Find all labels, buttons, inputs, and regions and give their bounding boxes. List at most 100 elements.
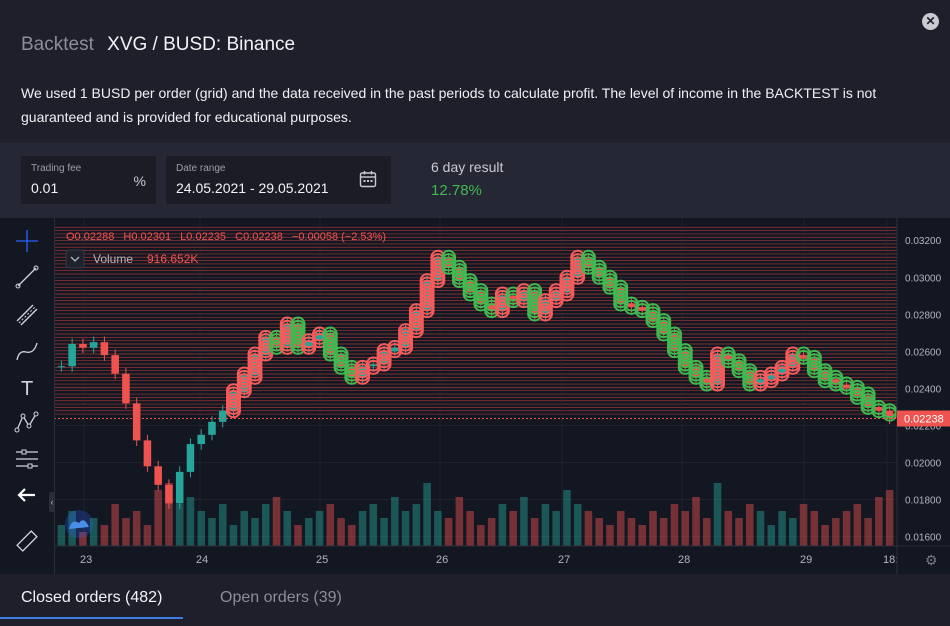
- candle-body: [197, 434, 205, 445]
- volume-bar: [401, 511, 410, 546]
- candle-body: [702, 377, 711, 385]
- volume-bar: [218, 504, 227, 546]
- volume-bar: [735, 518, 743, 546]
- volume-bar: [573, 504, 582, 546]
- price-chart[interactable]: 0.03200 0.03000 0.02800 0.02600 0.02400 0.022…: [0, 218, 950, 574]
- volume-bar: [111, 504, 119, 546]
- volume-bar: [541, 504, 550, 546]
- x-tick-label: 26: [436, 554, 448, 566]
- title-prefix: Backtest: [21, 34, 94, 55]
- candle-body: [487, 303, 496, 311]
- buy-order-marker: [666, 326, 682, 342]
- volume-bar: [842, 511, 851, 546]
- volume-bar: [143, 525, 152, 546]
- candle-body: [186, 444, 195, 472]
- crosshair-icon[interactable]: [14, 228, 40, 254]
- trend-line-icon[interactable]: [14, 264, 40, 290]
- volume-bar: [746, 504, 754, 546]
- candle-body: [369, 364, 378, 367]
- volume-bar: [810, 511, 819, 546]
- trading-fee-value: 0.01: [31, 180, 59, 196]
- candle-body: [391, 347, 399, 352]
- brush-icon[interactable]: [14, 338, 40, 364]
- buy-order-marker: [344, 359, 360, 375]
- back-arrow-icon[interactable]: [14, 482, 40, 508]
- toolbar-collapse-handle[interactable]: ‹: [49, 492, 55, 512]
- volume-bar: [315, 511, 324, 546]
- candle-body: [111, 355, 119, 374]
- buy-order-marker: [591, 259, 607, 275]
- volume-bar: [778, 511, 786, 546]
- prediction-icon[interactable]: [14, 446, 40, 472]
- candle-body: [218, 410, 227, 422]
- page-title: Backtest XVG / BUSD: Binance: [21, 34, 295, 56]
- candle-body: [885, 410, 894, 419]
- candle-body: [315, 332, 324, 341]
- text-icon[interactable]: T: [14, 374, 40, 400]
- buy-order-marker: [484, 296, 500, 312]
- buy-order-marker: [462, 273, 478, 289]
- trading-fee-field[interactable]: Trading fee 0.01 %: [21, 156, 156, 204]
- volume-bar: [423, 483, 431, 546]
- volume-bar: [197, 511, 205, 546]
- sell-order-marker: [516, 283, 532, 299]
- buy-order-marker: [290, 316, 306, 332]
- sell-order-marker: [355, 359, 371, 375]
- volume-bar: [692, 497, 700, 546]
- y-tick-label: 0.02200: [905, 422, 942, 433]
- volume-label: Volume: [93, 252, 133, 266]
- close-icon[interactable]: ✕: [922, 13, 939, 30]
- svg-text:T: T: [21, 378, 33, 400]
- sell-order-marker: [225, 383, 241, 399]
- y-tick-label: 0.01800: [905, 496, 942, 507]
- buy-order-marker: [699, 369, 715, 385]
- volume-bar: [57, 525, 66, 546]
- candle-body: [832, 379, 840, 385]
- pattern-icon[interactable]: [14, 410, 40, 436]
- candle-body: [756, 379, 765, 385]
- volume-bar: [864, 518, 872, 546]
- candle-body: [853, 388, 862, 396]
- volume-bar: [875, 497, 883, 546]
- tab-closed-orders[interactable]: Closed orders (482): [21, 589, 163, 606]
- candle-body: [767, 373, 776, 380]
- ohlc-open: O0.02288: [66, 231, 114, 243]
- buy-order-marker: [602, 269, 618, 285]
- candle-body: [79, 344, 87, 348]
- calendar-icon[interactable]: [359, 170, 377, 188]
- volume-bar: [305, 518, 313, 546]
- candle-body: [165, 484, 173, 504]
- candle-body: [122, 373, 130, 404]
- candle-body: [875, 407, 883, 411]
- date-range-field[interactable]: Date range 24.05.2021 - 29.05.2021: [166, 156, 391, 204]
- buy-order-marker: [656, 313, 672, 329]
- volume-bar: [272, 497, 281, 546]
- candle-body: [638, 306, 646, 311]
- candle-body: [724, 355, 733, 361]
- chart-area[interactable]: 0.03200 0.03000 0.02800 0.02600 0.02400 0.022…: [0, 218, 950, 574]
- volume-bar: [412, 504, 421, 546]
- buy-order-marker: [634, 299, 650, 315]
- fib-channel-icon[interactable]: [14, 302, 40, 328]
- volume-bar: [638, 525, 646, 546]
- y-tick-label: 0.03200: [905, 236, 942, 247]
- settings-icon[interactable]: ⚙: [925, 552, 938, 568]
- sell-order-marker: [398, 323, 414, 339]
- x-tick-label: 27: [558, 554, 570, 566]
- collapse-legend-button[interactable]: [65, 249, 85, 269]
- volume-bar: [627, 518, 636, 546]
- buy-order-marker: [882, 403, 898, 419]
- volume-bar: [832, 518, 840, 546]
- tab-open-orders[interactable]: Open orders (39): [220, 589, 342, 606]
- cloud-icon: [69, 520, 89, 529]
- sell-order-marker: [570, 249, 586, 265]
- pair-title: XVG / BUSD: Binance: [107, 34, 296, 55]
- ruler-icon[interactable]: [14, 528, 40, 554]
- buy-order-marker: [731, 353, 747, 369]
- volume-bar: [853, 504, 862, 546]
- sell-order-marker: [548, 283, 564, 299]
- buy-order-marker: [806, 349, 822, 365]
- volume-bar: [477, 525, 485, 546]
- sell-order-marker: [785, 346, 801, 362]
- candle-body: [616, 288, 625, 304]
